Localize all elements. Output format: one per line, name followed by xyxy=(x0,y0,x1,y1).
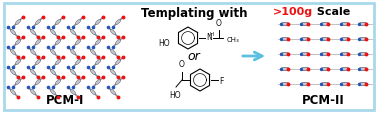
Ellipse shape xyxy=(50,70,56,75)
Ellipse shape xyxy=(358,83,367,86)
Ellipse shape xyxy=(301,23,310,26)
Ellipse shape xyxy=(70,30,76,35)
Text: HO: HO xyxy=(158,39,169,48)
Ellipse shape xyxy=(301,83,310,86)
Ellipse shape xyxy=(358,53,367,56)
Ellipse shape xyxy=(110,50,116,55)
Ellipse shape xyxy=(301,38,310,41)
Ellipse shape xyxy=(90,30,96,35)
Ellipse shape xyxy=(15,20,21,26)
Ellipse shape xyxy=(115,80,121,85)
Ellipse shape xyxy=(115,20,121,26)
Ellipse shape xyxy=(75,40,81,45)
Ellipse shape xyxy=(95,80,101,85)
Ellipse shape xyxy=(70,50,76,55)
Ellipse shape xyxy=(15,60,21,65)
Ellipse shape xyxy=(321,68,330,71)
Ellipse shape xyxy=(30,30,36,35)
Ellipse shape xyxy=(280,83,290,86)
Text: or: or xyxy=(187,50,200,63)
Ellipse shape xyxy=(280,53,290,56)
Ellipse shape xyxy=(90,50,96,55)
Ellipse shape xyxy=(35,80,41,85)
Ellipse shape xyxy=(341,68,350,71)
Ellipse shape xyxy=(115,60,121,65)
Ellipse shape xyxy=(115,40,121,45)
Ellipse shape xyxy=(30,50,36,55)
Ellipse shape xyxy=(90,70,96,75)
Ellipse shape xyxy=(95,40,101,45)
Ellipse shape xyxy=(15,40,21,45)
Ellipse shape xyxy=(280,23,290,26)
Ellipse shape xyxy=(110,70,116,75)
Ellipse shape xyxy=(10,30,16,35)
Ellipse shape xyxy=(280,38,290,41)
Ellipse shape xyxy=(10,70,16,75)
Ellipse shape xyxy=(35,60,41,65)
Ellipse shape xyxy=(50,30,56,35)
Ellipse shape xyxy=(50,89,56,95)
Ellipse shape xyxy=(358,38,367,41)
Ellipse shape xyxy=(301,53,310,56)
Text: N: N xyxy=(206,33,212,42)
Ellipse shape xyxy=(15,80,21,85)
Ellipse shape xyxy=(321,53,330,56)
Ellipse shape xyxy=(75,20,81,26)
Ellipse shape xyxy=(10,89,16,95)
Text: CH₃: CH₃ xyxy=(227,37,240,43)
Text: PCM-II: PCM-II xyxy=(302,93,344,106)
Ellipse shape xyxy=(55,80,61,85)
Ellipse shape xyxy=(95,60,101,65)
Text: H: H xyxy=(210,32,214,37)
Ellipse shape xyxy=(341,23,350,26)
Ellipse shape xyxy=(321,23,330,26)
Ellipse shape xyxy=(110,30,116,35)
Ellipse shape xyxy=(110,89,116,95)
Ellipse shape xyxy=(341,83,350,86)
Text: O: O xyxy=(179,60,185,68)
Text: Templating with: Templating with xyxy=(141,7,247,20)
Ellipse shape xyxy=(341,53,350,56)
Text: O: O xyxy=(216,19,222,28)
Ellipse shape xyxy=(280,68,290,71)
FancyArrowPatch shape xyxy=(243,53,262,60)
Ellipse shape xyxy=(95,20,101,26)
Ellipse shape xyxy=(321,83,330,86)
Ellipse shape xyxy=(35,20,41,26)
Ellipse shape xyxy=(30,70,36,75)
Ellipse shape xyxy=(55,40,61,45)
Ellipse shape xyxy=(321,38,330,41)
Ellipse shape xyxy=(55,60,61,65)
Ellipse shape xyxy=(90,89,96,95)
Text: Scale: Scale xyxy=(313,7,350,17)
Ellipse shape xyxy=(55,20,61,26)
Text: HO: HO xyxy=(169,90,181,99)
Ellipse shape xyxy=(341,38,350,41)
Ellipse shape xyxy=(50,50,56,55)
Ellipse shape xyxy=(358,23,367,26)
Ellipse shape xyxy=(75,60,81,65)
Text: >100g: >100g xyxy=(273,7,313,17)
Ellipse shape xyxy=(10,50,16,55)
Ellipse shape xyxy=(358,68,367,71)
Ellipse shape xyxy=(35,40,41,45)
Text: F: F xyxy=(219,76,223,85)
Ellipse shape xyxy=(30,89,36,95)
Text: PCM-I: PCM-I xyxy=(46,93,84,106)
Ellipse shape xyxy=(75,80,81,85)
Ellipse shape xyxy=(70,70,76,75)
Ellipse shape xyxy=(301,68,310,71)
Ellipse shape xyxy=(70,89,76,95)
